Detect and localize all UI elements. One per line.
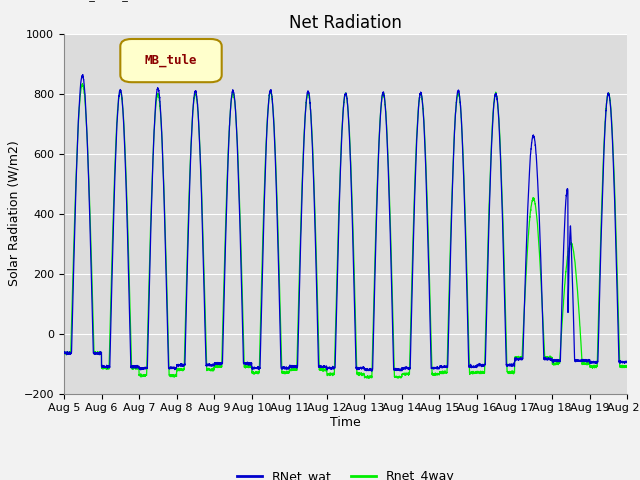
RNet_wat bbox=[79, 72, 86, 77]
Rnet_4way bbox=[472, 370, 480, 375]
Line: RNet_wat: RNet_wat bbox=[64, 74, 627, 371]
RNet_wat bbox=[161, 242, 169, 248]
RNet_wat bbox=[441, 364, 449, 370]
RNet_wat bbox=[325, 365, 333, 371]
Text: No data for f_RNet_tule: No data for f_RNet_tule bbox=[19, 0, 149, 1]
Rnet_4way bbox=[60, 350, 68, 356]
Line: Rnet_4way: Rnet_4way bbox=[64, 84, 627, 378]
Rnet_4way bbox=[325, 372, 333, 378]
Rnet_4way bbox=[504, 370, 512, 375]
RNet_wat bbox=[368, 368, 376, 374]
Rnet_4way bbox=[623, 365, 630, 371]
Rnet_4way bbox=[161, 230, 169, 236]
X-axis label: Time: Time bbox=[330, 416, 361, 429]
RNet_wat bbox=[623, 360, 631, 365]
Rnet_4way bbox=[623, 363, 631, 369]
Y-axis label: Solar Radiation (W/m2): Solar Radiation (W/m2) bbox=[8, 141, 21, 287]
Title: Net Radiation: Net Radiation bbox=[289, 14, 402, 32]
Rnet_4way bbox=[79, 81, 86, 86]
Rnet_4way bbox=[365, 375, 373, 381]
RNet_wat bbox=[623, 360, 630, 365]
RNet_wat bbox=[60, 349, 68, 355]
Text: MB_tule: MB_tule bbox=[145, 54, 197, 67]
RNet_wat bbox=[504, 362, 512, 368]
FancyBboxPatch shape bbox=[120, 39, 221, 82]
RNet_wat bbox=[472, 363, 480, 369]
Legend: RNet_wat, Rnet_4way: RNet_wat, Rnet_4way bbox=[232, 465, 460, 480]
Rnet_4way bbox=[441, 370, 449, 375]
